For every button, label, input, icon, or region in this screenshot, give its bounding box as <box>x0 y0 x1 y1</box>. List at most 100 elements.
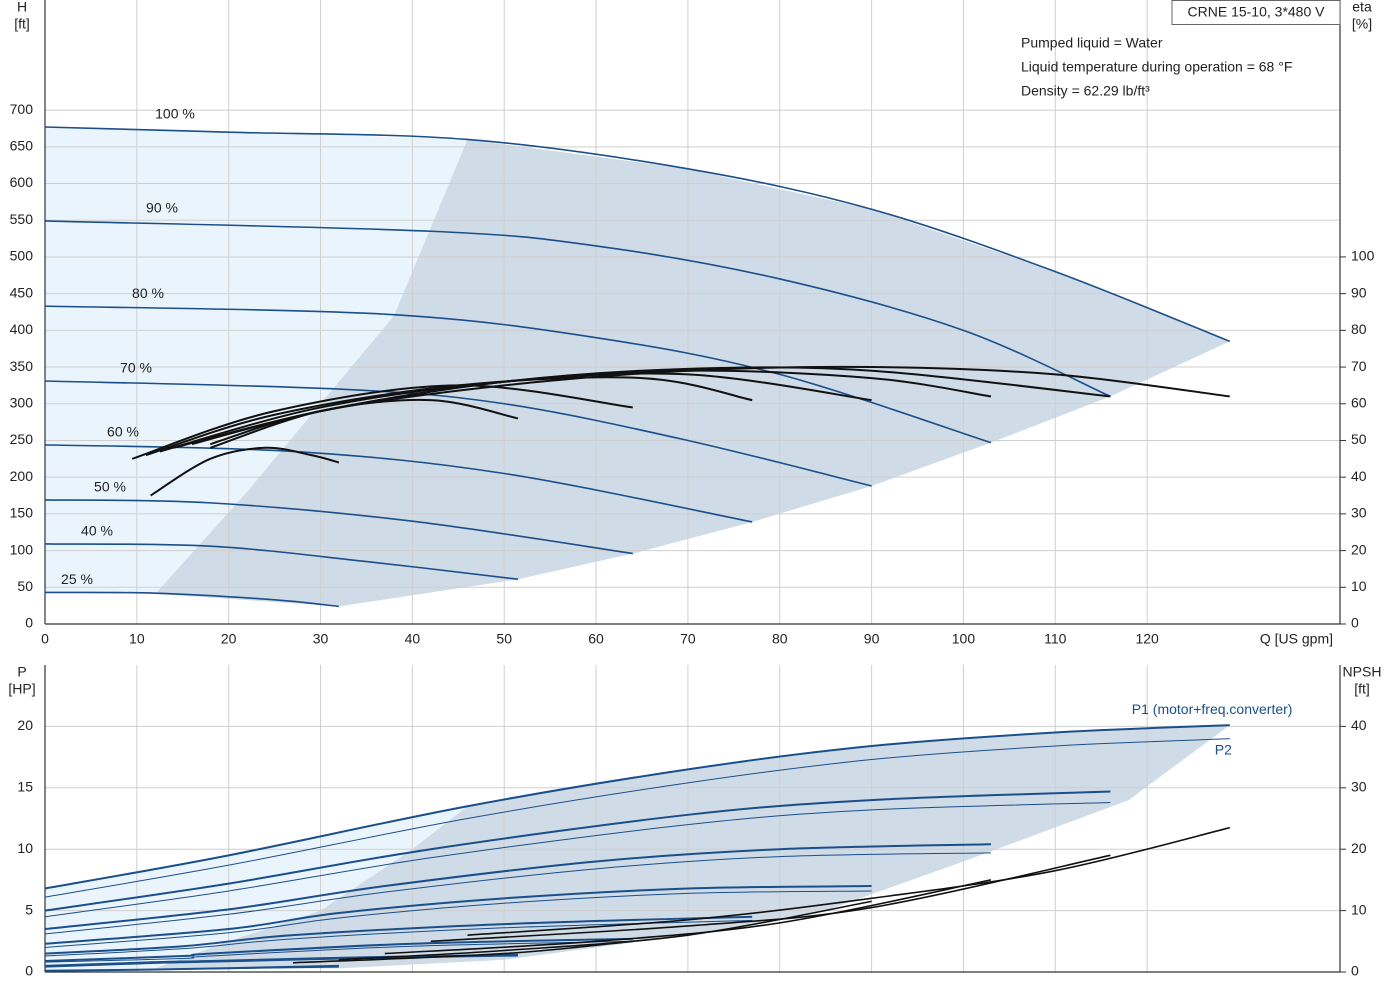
y-tick-label: 450 <box>10 284 34 300</box>
operating-area <box>45 806 468 972</box>
y2-tick-label: 70 <box>1351 358 1367 374</box>
curve-label: 40 % <box>81 523 113 539</box>
curve <box>44 724 1230 890</box>
y-tick-label: 350 <box>10 358 34 374</box>
curve <box>44 852 992 935</box>
curve-label: 70 % <box>120 360 152 376</box>
y2-tick-label: 30 <box>1351 779 1367 795</box>
y-tick-label: 650 <box>10 138 34 154</box>
curve-label: 60 % <box>107 424 139 440</box>
curve <box>210 398 519 449</box>
curve <box>44 953 519 967</box>
y2-tick-label: 40 <box>1351 717 1367 733</box>
x-tick-label: 70 <box>680 631 696 647</box>
curve-label: 100 % <box>155 106 195 122</box>
y-axis-label: P <box>17 664 26 680</box>
y-tick-label: 300 <box>10 394 34 410</box>
y2-tick-label: 20 <box>1351 840 1367 856</box>
curve <box>467 826 1230 936</box>
curve <box>44 890 872 948</box>
curve <box>44 915 753 955</box>
x-tick-label: 0 <box>41 631 49 647</box>
y2-tick-label: 90 <box>1351 284 1367 300</box>
y2-axis-label: eta <box>1352 0 1372 15</box>
x-tick-label: 100 <box>952 631 976 647</box>
curve <box>44 738 1230 898</box>
curve <box>44 444 753 523</box>
info-box-text: CRNE 15-10, 3*480 V <box>1188 4 1326 20</box>
curve <box>44 380 872 487</box>
x-tick-label: 120 <box>1135 631 1159 647</box>
operating-area <box>155 139 1230 607</box>
curve <box>44 591 339 608</box>
annotation: Density = 62.29 lb/ft³ <box>1021 83 1150 99</box>
info-box <box>1171 0 1341 25</box>
curve <box>44 919 753 957</box>
y2-tick-label: 40 <box>1351 468 1367 484</box>
x-tick-label: 80 <box>772 631 788 647</box>
x-tick-label: 40 <box>405 631 421 647</box>
x-axis-label: Q [US gpm] <box>1260 631 1333 647</box>
y-tick-label: 15 <box>17 779 33 795</box>
y2-tick-label: 0 <box>1351 615 1359 631</box>
y2-tick-label: 20 <box>1351 541 1367 557</box>
x-tick-label: 50 <box>496 631 512 647</box>
curve <box>44 220 1111 398</box>
annotation: Pumped liquid = Water <box>1021 35 1163 51</box>
y-tick-label: 400 <box>10 321 34 337</box>
curve <box>430 854 1111 943</box>
y-axis-unit: [ft] <box>14 16 30 32</box>
y2-tick-label: 100 <box>1351 248 1375 264</box>
operating-area <box>155 725 1230 969</box>
y2-tick-label: 10 <box>1351 578 1367 594</box>
x-tick-label: 20 <box>221 631 237 647</box>
curve <box>44 885 872 945</box>
y-tick-label: 700 <box>10 101 34 117</box>
curve-label: P1 (motor+freq.converter) <box>1132 701 1293 717</box>
y2-axis-unit: [%] <box>1352 16 1372 32</box>
curve <box>44 499 633 555</box>
y2-tick-label: 0 <box>1351 963 1359 979</box>
curve-label: P2 <box>1215 741 1232 757</box>
curve <box>292 940 633 964</box>
curve <box>44 966 339 972</box>
curve <box>338 900 872 961</box>
x-tick-label: 60 <box>588 631 604 647</box>
curve <box>44 940 633 963</box>
y-tick-label: 250 <box>10 431 34 447</box>
y-tick-label: 20 <box>17 717 33 733</box>
curve <box>44 790 1111 912</box>
y-tick-label: 500 <box>10 248 34 264</box>
y2-tick-label: 50 <box>1351 431 1367 447</box>
curve <box>44 543 519 581</box>
curve <box>384 879 992 955</box>
y-tick-label: 150 <box>10 505 34 521</box>
annotation: Liquid temperature during operation = 68… <box>1021 59 1292 75</box>
y2-tick-label: 60 <box>1351 394 1367 410</box>
curve <box>150 446 340 497</box>
y-tick-label: 0 <box>25 615 33 631</box>
curve <box>44 802 1111 918</box>
curve <box>44 305 992 444</box>
curve-label: 90 % <box>146 200 178 216</box>
curve <box>131 384 633 460</box>
y-tick-label: 600 <box>10 174 34 190</box>
y-tick-label: 200 <box>10 468 34 484</box>
curve <box>44 126 1231 343</box>
y-tick-label: 50 <box>17 578 33 594</box>
x-tick-label: 110 <box>1044 631 1067 647</box>
y2-tick-label: 10 <box>1351 901 1367 917</box>
curve-label: 80 % <box>132 285 164 301</box>
curve-label: 25 % <box>61 571 93 587</box>
y2-tick-label: 80 <box>1351 321 1367 337</box>
y-tick-label: 5 <box>25 901 33 917</box>
y-axis-unit: [HP] <box>8 681 35 697</box>
y-tick-label: 0 <box>25 963 33 979</box>
x-tick-label: 10 <box>129 631 145 647</box>
y-axis-label: H <box>17 0 27 15</box>
y-tick-label: 100 <box>10 541 34 557</box>
y2-tick-label: 30 <box>1351 505 1367 521</box>
curve <box>44 937 633 962</box>
